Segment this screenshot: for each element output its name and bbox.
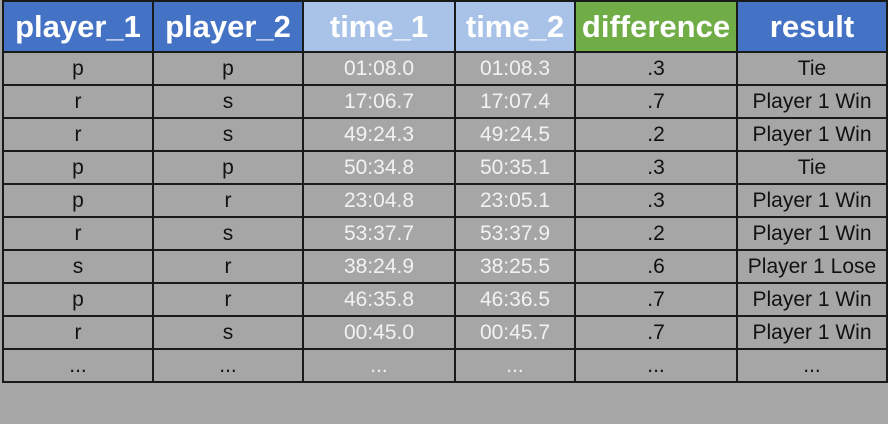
cell-time-2: 46:36.5: [454, 282, 576, 317]
cell-player-2: s: [152, 117, 304, 152]
cell-difference: .2: [574, 216, 738, 251]
cell-time-1: 50:34.8: [302, 150, 456, 185]
header-result: result: [736, 0, 888, 53]
header-time-1: time_1: [302, 0, 456, 53]
cell-difference: .3: [574, 150, 738, 185]
cell-player-2: r: [152, 183, 304, 218]
cell-time-2: ...: [454, 348, 576, 383]
cell-player-2: ...: [152, 348, 304, 383]
game-results-table: player_1 player_2 time_1 time_2 differen…: [2, 0, 888, 383]
header-row: player_1 player_2 time_1 time_2 differen…: [2, 0, 888, 53]
cell-difference: .7: [574, 315, 738, 350]
cell-time-1: 46:35.8: [302, 282, 456, 317]
cell-time-2: 50:35.1: [454, 150, 576, 185]
table-row: s r 38:24.9 38:25.5.6 Player 1 Lose: [2, 249, 888, 284]
cell-difference: .3: [574, 51, 738, 86]
cell-player-1: p: [2, 150, 154, 185]
cell-time-1: 38:24.9: [302, 249, 456, 284]
cell-time-2: 49:24.5: [454, 117, 576, 152]
cell-time-1: 01:08.0: [302, 51, 456, 86]
cell-player-1: r: [2, 315, 154, 350]
cell-player-1: r: [2, 84, 154, 119]
cell-time-2: 00:45.7: [454, 315, 576, 350]
table-row: r s 53:37.7 53:37.9.2 Player 1 Win: [2, 216, 888, 251]
table-row: ..................: [2, 348, 888, 383]
table-body: p p 01:08.0 01:08.3.3 Tie r s 17:06.7 17:07.4.7 P…: [2, 51, 888, 383]
cell-player-2: p: [152, 150, 304, 185]
cell-result: Tie: [736, 51, 888, 86]
cell-time-1: 49:24.3: [302, 117, 456, 152]
cell-result: Tie: [736, 150, 888, 185]
cell-time-2: 17:07.4: [454, 84, 576, 119]
cell-player-2: s: [152, 84, 304, 119]
cell-difference: .7: [574, 84, 738, 119]
table-row: p p 50:34.8 50:35.1.3 Tie: [2, 150, 888, 185]
cell-result: Player 1 Win: [736, 84, 888, 119]
cell-player-2: r: [152, 249, 304, 284]
cell-result: Player 1 Win: [736, 216, 888, 251]
cell-time-1: 17:06.7: [302, 84, 456, 119]
table-row: p p 01:08.0 01:08.3.3 Tie: [2, 51, 888, 86]
cell-time-2: 23:05.1: [454, 183, 576, 218]
cell-difference: .7: [574, 282, 738, 317]
cell-player-1: p: [2, 51, 154, 86]
cell-result: Player 1 Win: [736, 315, 888, 350]
cell-difference: .3: [574, 183, 738, 218]
cell-player-1: r: [2, 216, 154, 251]
cell-player-2: r: [152, 282, 304, 317]
cell-time-1: 00:45.0: [302, 315, 456, 350]
table-row: r s 17:06.7 17:07.4.7 Player 1 Win: [2, 84, 888, 119]
cell-time-2: 38:25.5: [454, 249, 576, 284]
cell-result: Player 1 Win: [736, 183, 888, 218]
cell-player-2: p: [152, 51, 304, 86]
table-row: p r 46:35.8 46:36.5.7 Player 1 Win: [2, 282, 888, 317]
cell-difference: .2: [574, 117, 738, 152]
table-row: p r 23:04.8 23:05.1.3 Player 1 Win: [2, 183, 888, 218]
cell-difference: ...: [574, 348, 738, 383]
header-time-2: time_2: [454, 0, 576, 53]
cell-result: Player 1 Lose: [736, 249, 888, 284]
table-row: r s 00:45.0 00:45.7.7 Player 1 Win: [2, 315, 888, 350]
cell-time-2: 53:37.9: [454, 216, 576, 251]
cell-time-1: 53:37.7: [302, 216, 456, 251]
cell-player-2: s: [152, 315, 304, 350]
cell-difference: .6: [574, 249, 738, 284]
header-player-2: player_2: [152, 0, 304, 53]
cell-result: Player 1 Win: [736, 282, 888, 317]
cell-time-1: ...: [302, 348, 456, 383]
cell-player-2: s: [152, 216, 304, 251]
cell-player-1: r: [2, 117, 154, 152]
cell-result: Player 1 Win: [736, 117, 888, 152]
cell-player-1: s: [2, 249, 154, 284]
cell-player-1: p: [2, 282, 154, 317]
cell-time-1: 23:04.8: [302, 183, 456, 218]
cell-result: ...: [736, 348, 888, 383]
header-difference: difference: [574, 0, 738, 53]
cell-time-2: 01:08.3: [454, 51, 576, 86]
cell-player-1: p: [2, 183, 154, 218]
header-player-1: player_1: [2, 0, 154, 53]
cell-player-1: ...: [2, 348, 154, 383]
table-row: r s 49:24.3 49:24.5.2 Player 1 Win: [2, 117, 888, 152]
